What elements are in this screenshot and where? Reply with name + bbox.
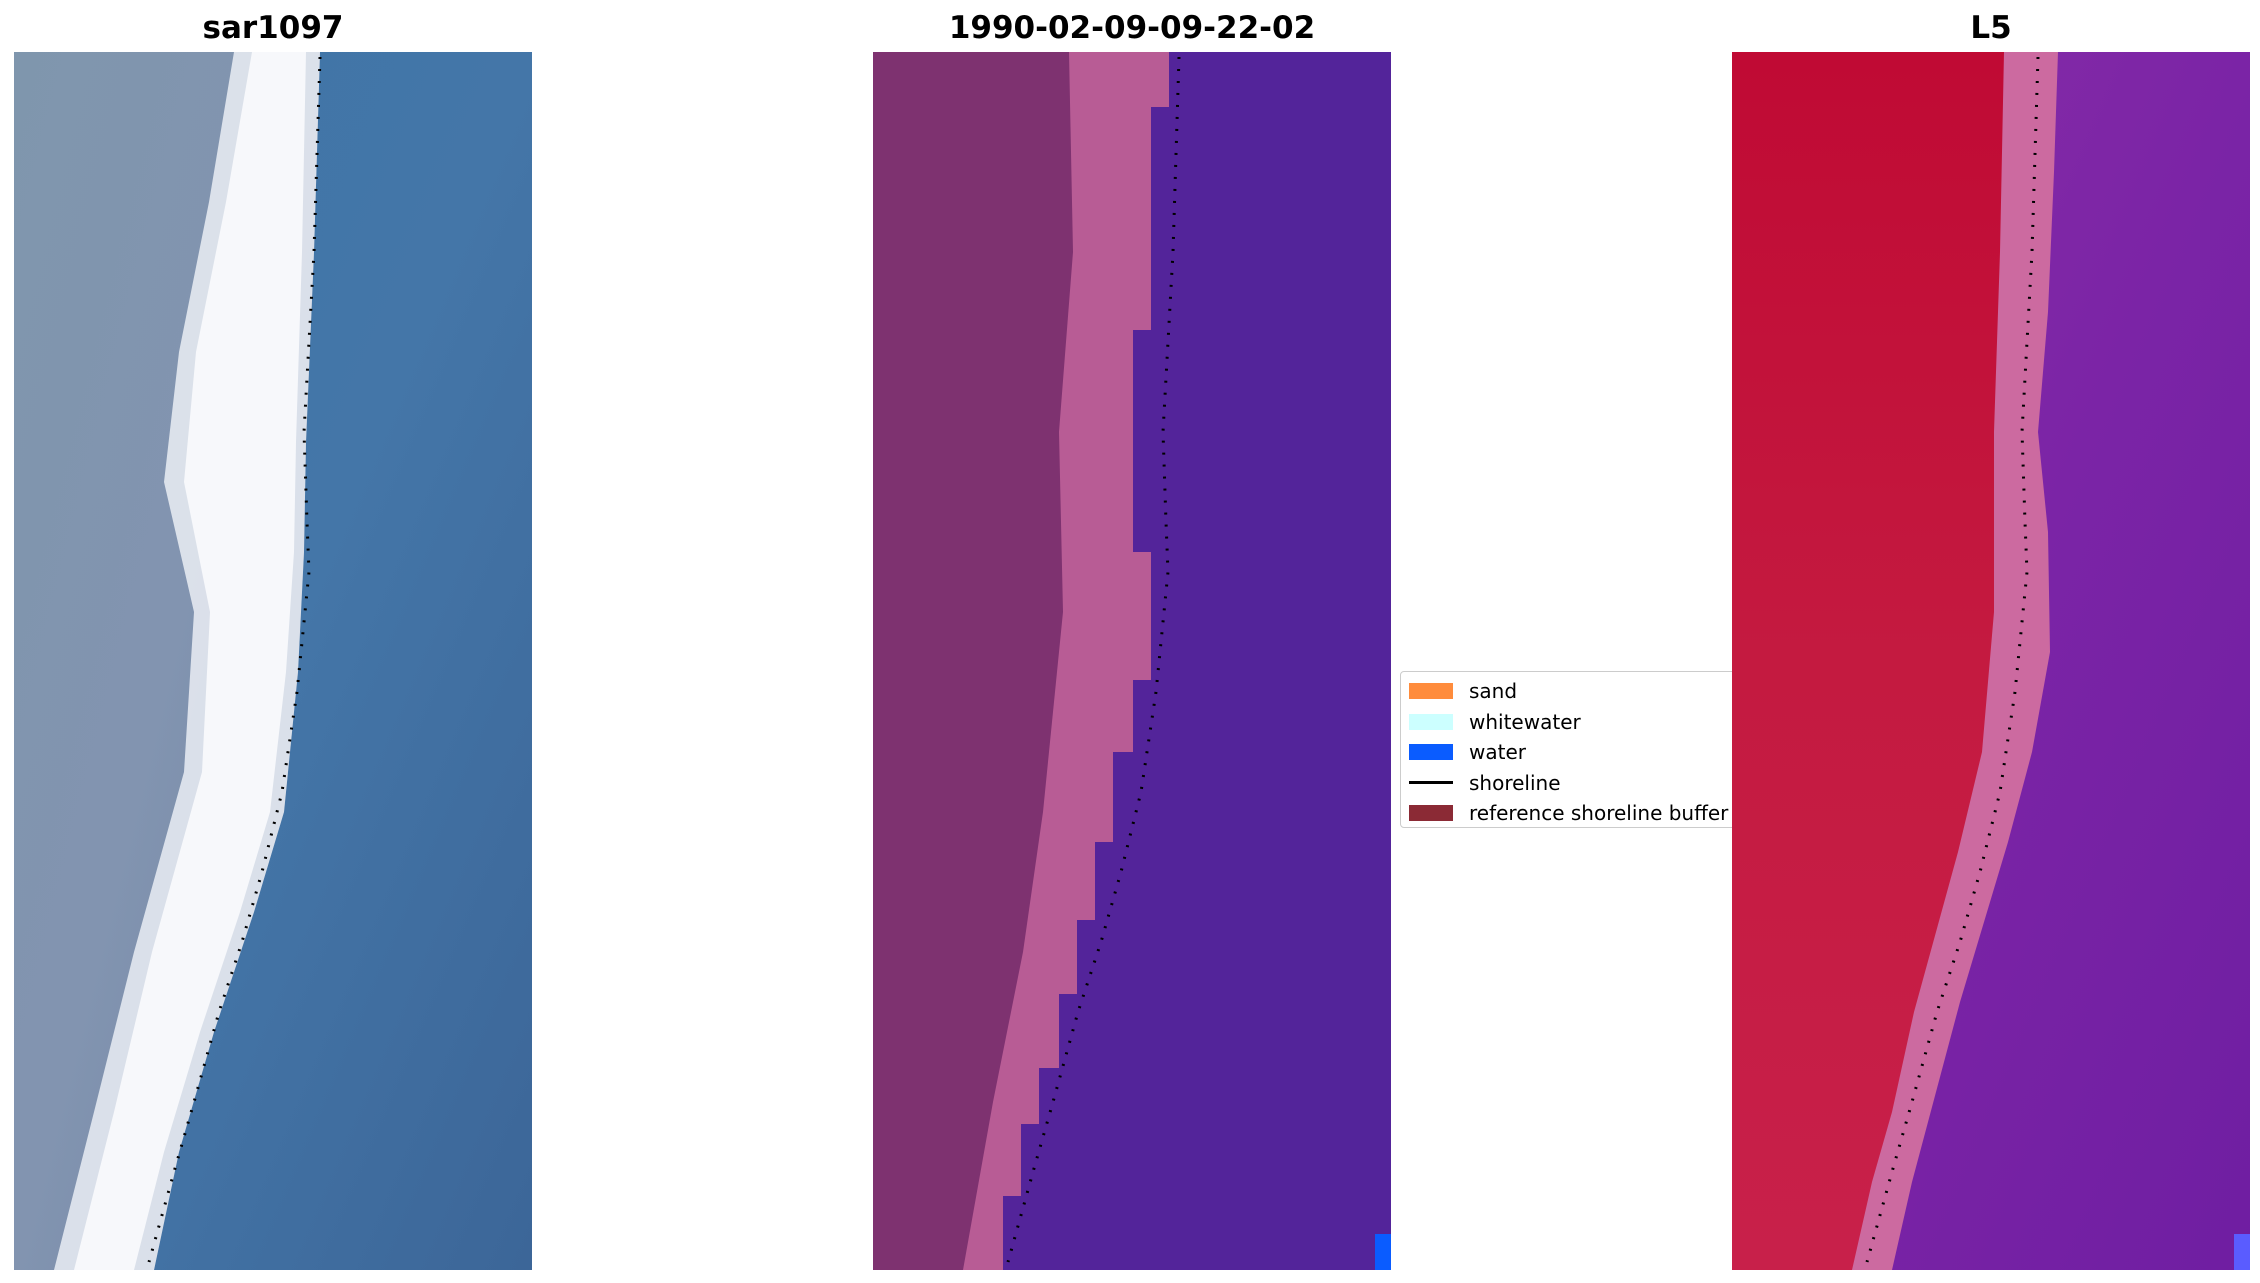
legend-item-sand: sand [1409, 676, 1745, 707]
legend-item-reference-buffer: reference shoreline buffer [1409, 798, 1745, 827]
classified-land-area [873, 52, 1073, 1270]
shoreline-line-swatch [1409, 781, 1453, 785]
reference-buffer-swatch [1409, 805, 1453, 822]
classified-image [873, 52, 1391, 1270]
classified-water-pixel [1375, 1234, 1391, 1270]
legend-item-shoreline: shoreline [1409, 768, 1745, 799]
legend-label-sand: sand [1469, 679, 1518, 704]
legend-label-whitewater: whitewater [1469, 709, 1581, 734]
index-land-area [1732, 52, 2004, 1270]
rgb-image-canvas [14, 52, 532, 1270]
whitewater-swatch [1409, 713, 1453, 730]
classified-image-canvas [873, 52, 1391, 1270]
index-image [1732, 52, 2250, 1270]
sand-swatch [1409, 683, 1453, 700]
legend-item-water: water [1409, 737, 1745, 768]
index-water-pixel [2234, 1234, 2250, 1270]
legend-label-shoreline: shoreline [1469, 770, 1561, 795]
legend-item-whitewater: whitewater [1409, 707, 1745, 738]
water-swatch [1409, 744, 1453, 761]
rgb-satellite-image [14, 52, 532, 1270]
index-image-canvas [1732, 52, 2250, 1270]
rgb-whitewater-core [74, 52, 306, 1270]
legend-label-reference-buffer: reference shoreline buffer [1469, 801, 1729, 826]
legend-label-water: water [1469, 740, 1526, 765]
panel-title-rgb: sar1097 [202, 10, 344, 46]
panel-title-classified: 1990-02-09-09-22-02 [948, 10, 1316, 46]
legend: sand whitewater water shoreline referenc… [1400, 671, 1746, 828]
panel-title-index: L5 [1970, 10, 2012, 46]
